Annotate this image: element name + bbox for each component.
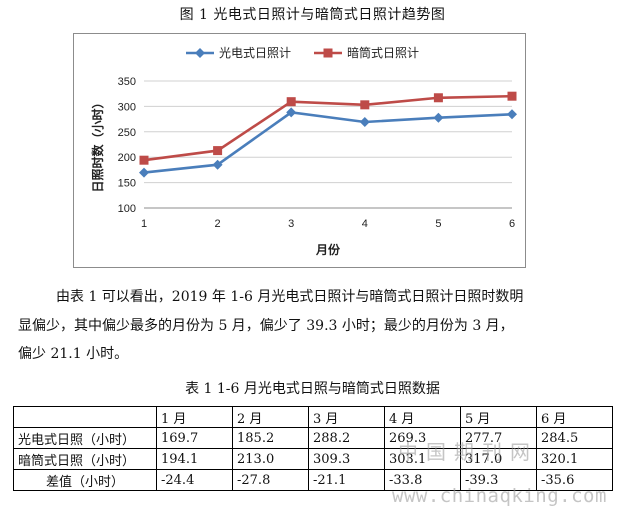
paragraph-line-2: 显偏少，其中偏少最多的月份为 5 月，偏少了 39.3 小时；最少的月份为 3 …: [18, 317, 514, 334]
table-cell: -33.8: [384, 469, 461, 491]
table-cell: 194.1: [156, 448, 233, 470]
data-point-marker: [507, 91, 517, 101]
series-line: [143, 111, 513, 174]
series-line: [143, 94, 513, 162]
table-cell: 288.2: [308, 427, 385, 449]
data-point-marker: [139, 167, 149, 178]
row-label: 光电式日照（小时）: [13, 427, 157, 449]
x-tick-label: 1: [141, 218, 147, 230]
table-cell: 185.2: [232, 427, 309, 449]
row-label: 差值（小时）: [13, 469, 157, 491]
header-cell-corner: [13, 406, 157, 428]
header-cell: 1 月: [156, 406, 233, 428]
table-row: 差值（小时） -24.4 -27.8 -21.1 -33.8 -39.3 -35…: [13, 469, 613, 491]
data-point-marker: [213, 146, 223, 156]
header-cell: 5 月: [460, 406, 537, 428]
header-cell: 3 月: [308, 406, 385, 428]
paragraph-line-3: 偏少 21.1 小时。: [18, 346, 129, 362]
x-tick-label: 2: [215, 218, 221, 230]
legend-label: 暗筒式日照计: [347, 45, 419, 60]
y-tick-label: 300: [118, 101, 136, 113]
table-cell: 277.7: [460, 427, 537, 449]
table-row: 光电式日照（小时） 169.7 185.2 288.2 269.3 277.7 …: [13, 427, 613, 449]
data-point-marker: [433, 93, 443, 103]
body-paragraph: 由表 1 可以看出，2019 年 1-6 月光电式日照计与暗筒式日照计日照时数明…: [18, 283, 608, 369]
data-table: 1 月 2 月 3 月 4 月 5 月 6 月 光电式日照（小时） 169.7 …: [13, 406, 613, 491]
x-tick-label: 3: [288, 218, 294, 230]
table-cell: 317.0: [460, 448, 537, 470]
data-point-marker: [139, 155, 149, 165]
y-axis-title: 日照时数（小时）: [90, 96, 105, 192]
table-cell: 213.0: [232, 448, 309, 470]
table-cell: -21.1: [308, 469, 385, 491]
table-cell: 169.7: [156, 427, 233, 449]
y-tick-label: 100: [118, 203, 136, 215]
data-point-marker: [433, 112, 444, 123]
chart-frame: 100 150 200 250 300 350 1 2 3 4 5 6 月份 日照时数（小时） 光电式日照计…: [73, 33, 526, 268]
data-point-marker: [286, 107, 297, 118]
y-tick-label: 350: [118, 76, 136, 88]
data-point-marker: [359, 116, 370, 127]
data-point-marker: [286, 97, 296, 107]
header-cell: 2 月: [232, 406, 309, 428]
legend-marker: [195, 48, 205, 58]
y-tick-label: 150: [118, 178, 136, 190]
table-cell: -35.6: [536, 469, 613, 491]
table-cell: 269.3: [384, 427, 461, 449]
table-cell: 303.1: [384, 448, 461, 470]
row-label: 暗筒式日照（小时）: [13, 448, 157, 470]
header-cell: 4 月: [384, 406, 461, 428]
figure-title: 图 1 光电式日照计与暗筒式日照计趋势图: [179, 7, 446, 23]
legend-marker: [323, 48, 333, 58]
header-cell: 6 月: [536, 406, 613, 428]
table-title: 表 1 1-6 月光电式日照与暗筒式日照数据: [185, 381, 440, 397]
table-row: 暗筒式日照（小时） 194.1 213.0 309.3 303.1 317.0 …: [13, 448, 613, 470]
table-cell: 320.1: [536, 448, 613, 470]
y-tick-label: 200: [118, 152, 136, 164]
table-cell: 309.3: [308, 448, 385, 470]
x-tick-label: 6: [509, 218, 515, 230]
paragraph-line-1: 由表 1 可以看出，2019 年 1-6 月光电式日照计与暗筒式日照计日照时数明: [56, 289, 524, 305]
data-point-marker: [212, 159, 223, 170]
table-header-row: 1 月 2 月 3 月 4 月 5 月 6 月: [13, 406, 613, 428]
x-tick-label: 5: [435, 218, 441, 230]
x-tick-label: 4: [362, 218, 368, 230]
legend-label: 光电式日照计: [219, 46, 291, 60]
y-tick-label: 250: [118, 127, 136, 139]
table-cell: -39.3: [460, 469, 537, 491]
table-cell: -27.8: [232, 469, 309, 491]
table-cell: 284.5: [536, 427, 613, 449]
line-chart: 100 150 200 250 300 350 1 2 3 4 5 6 月份 日照时数（小时） 光电式日照计…: [90, 45, 517, 257]
table-cell: -24.4: [156, 469, 233, 491]
data-point-marker: [360, 100, 370, 110]
data-point-marker: [507, 109, 517, 120]
x-axis-title: 月份: [315, 242, 341, 257]
